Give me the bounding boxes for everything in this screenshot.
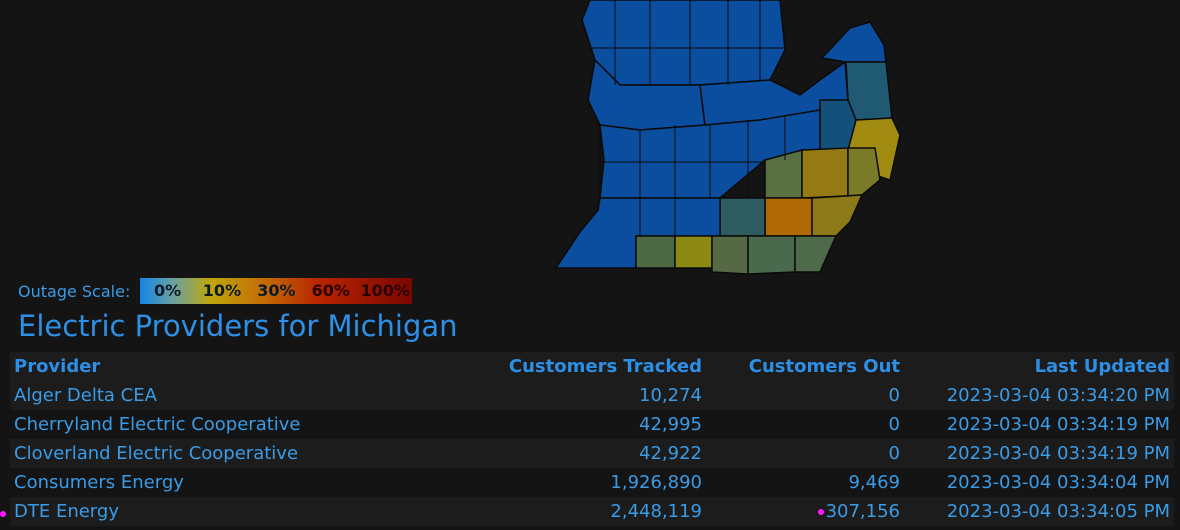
customers-out-cell: 307,156 bbox=[706, 497, 904, 526]
provider-link[interactable]: Cherryland Electric Cooperative bbox=[10, 410, 438, 439]
scale-stop: 0% bbox=[153, 281, 182, 300]
provider-link[interactable]: Alger Delta CEA bbox=[10, 381, 438, 410]
last-updated: 2023-03-04 03:34:20 PM bbox=[904, 381, 1174, 410]
county-region[interactable] bbox=[719, 197, 766, 237]
county-region[interactable] bbox=[674, 235, 713, 269]
customers-out: 0 bbox=[706, 439, 904, 468]
michigan-outage-map bbox=[554, 0, 901, 275]
county-region[interactable] bbox=[811, 194, 864, 237]
customers-tracked: 42,995 bbox=[438, 410, 706, 439]
county-region[interactable] bbox=[820, 21, 887, 63]
scale-stop: 100% bbox=[360, 281, 410, 300]
outage-scale-bar: 0% 10% 30% 60% 100% bbox=[140, 278, 413, 304]
outage-scale-label: Outage Scale: bbox=[18, 281, 131, 301]
county-region[interactable] bbox=[794, 235, 838, 273]
last-updated: 2023-03-04 03:34:19 PM bbox=[904, 410, 1174, 439]
scale-stop: 30% bbox=[257, 281, 296, 300]
provider-link[interactable]: DTE Energy bbox=[14, 501, 119, 522]
last-updated: 2023-03-04 03:34:05 PM bbox=[904, 497, 1174, 526]
column-header-updated[interactable]: Last Updated bbox=[904, 352, 1174, 381]
county-region[interactable] bbox=[847, 147, 881, 197]
customers-tracked: 42,922 bbox=[438, 439, 706, 468]
column-header-out[interactable]: Customers Out bbox=[706, 352, 904, 381]
customers-out: 9,469 bbox=[706, 468, 904, 497]
county-region[interactable] bbox=[747, 235, 796, 275]
provider-link[interactable]: Cloverland Electric Cooperative bbox=[10, 439, 438, 468]
customers-tracked: 10,274 bbox=[438, 381, 706, 410]
county-region[interactable] bbox=[635, 235, 676, 269]
provider-cell: DTE Energy bbox=[0, 497, 438, 526]
customers-out: 307,156 bbox=[825, 501, 900, 522]
table-row[interactable]: Consumers Energy 1,926,890 9,469 2023-03… bbox=[10, 468, 1174, 497]
last-updated: 2023-03-04 03:34:19 PM bbox=[904, 439, 1174, 468]
customers-out: 0 bbox=[706, 410, 904, 439]
scale-stop: 60% bbox=[311, 281, 350, 300]
customers-tracked: 2,448,119 bbox=[438, 497, 706, 526]
last-updated: 2023-03-04 03:34:04 PM bbox=[904, 468, 1174, 497]
county-region[interactable] bbox=[711, 235, 749, 275]
provider-link[interactable]: Consumers Energy bbox=[10, 468, 438, 497]
scale-stop: 10% bbox=[202, 281, 242, 300]
table-row[interactable]: Alger Delta CEA 10,274 0 2023-03-04 03:3… bbox=[10, 381, 1174, 410]
county-region[interactable] bbox=[801, 147, 849, 199]
column-header-tracked[interactable]: Customers Tracked bbox=[438, 352, 706, 381]
column-header-provider[interactable]: Provider bbox=[10, 352, 438, 381]
outage-scale: Outage Scale: 0% 10% 30% 60% 100% bbox=[18, 278, 413, 304]
table-row[interactable]: DTE Energy 2,448,119 307,156 2023-03-04 … bbox=[0, 497, 1174, 526]
marker-dot-icon bbox=[0, 511, 6, 517]
customers-tracked: 1,926,890 bbox=[438, 468, 706, 497]
county-region[interactable] bbox=[764, 197, 813, 237]
marker-dot-icon bbox=[817, 509, 824, 515]
table-row[interactable]: Cloverland Electric Cooperative 42,922 0… bbox=[10, 439, 1174, 468]
page-title: Electric Providers for Michigan bbox=[18, 309, 458, 343]
county-region[interactable] bbox=[581, 0, 786, 86]
table-row[interactable]: Cherryland Electric Cooperative 42,995 0… bbox=[10, 410, 1174, 439]
providers-table: Provider Customers Tracked Customers Out… bbox=[0, 352, 1174, 526]
customers-out: 0 bbox=[706, 381, 904, 410]
table-header-row: Provider Customers Tracked Customers Out… bbox=[10, 352, 1174, 381]
